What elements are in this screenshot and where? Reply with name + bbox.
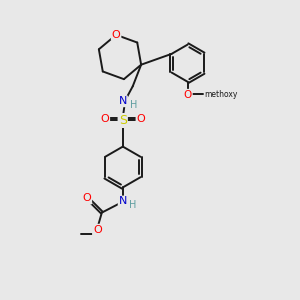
Text: O: O <box>93 225 102 235</box>
Text: O: O <box>82 194 91 203</box>
Text: H: H <box>130 100 138 110</box>
Text: methoxy: methoxy <box>205 90 238 99</box>
Text: N: N <box>119 96 127 106</box>
Text: H: H <box>129 200 136 210</box>
Text: O: O <box>136 114 145 124</box>
Text: O: O <box>184 90 192 100</box>
Text: N: N <box>119 196 127 206</box>
Text: S: S <box>119 114 127 127</box>
Text: O: O <box>100 114 109 124</box>
Text: O: O <box>112 30 121 40</box>
